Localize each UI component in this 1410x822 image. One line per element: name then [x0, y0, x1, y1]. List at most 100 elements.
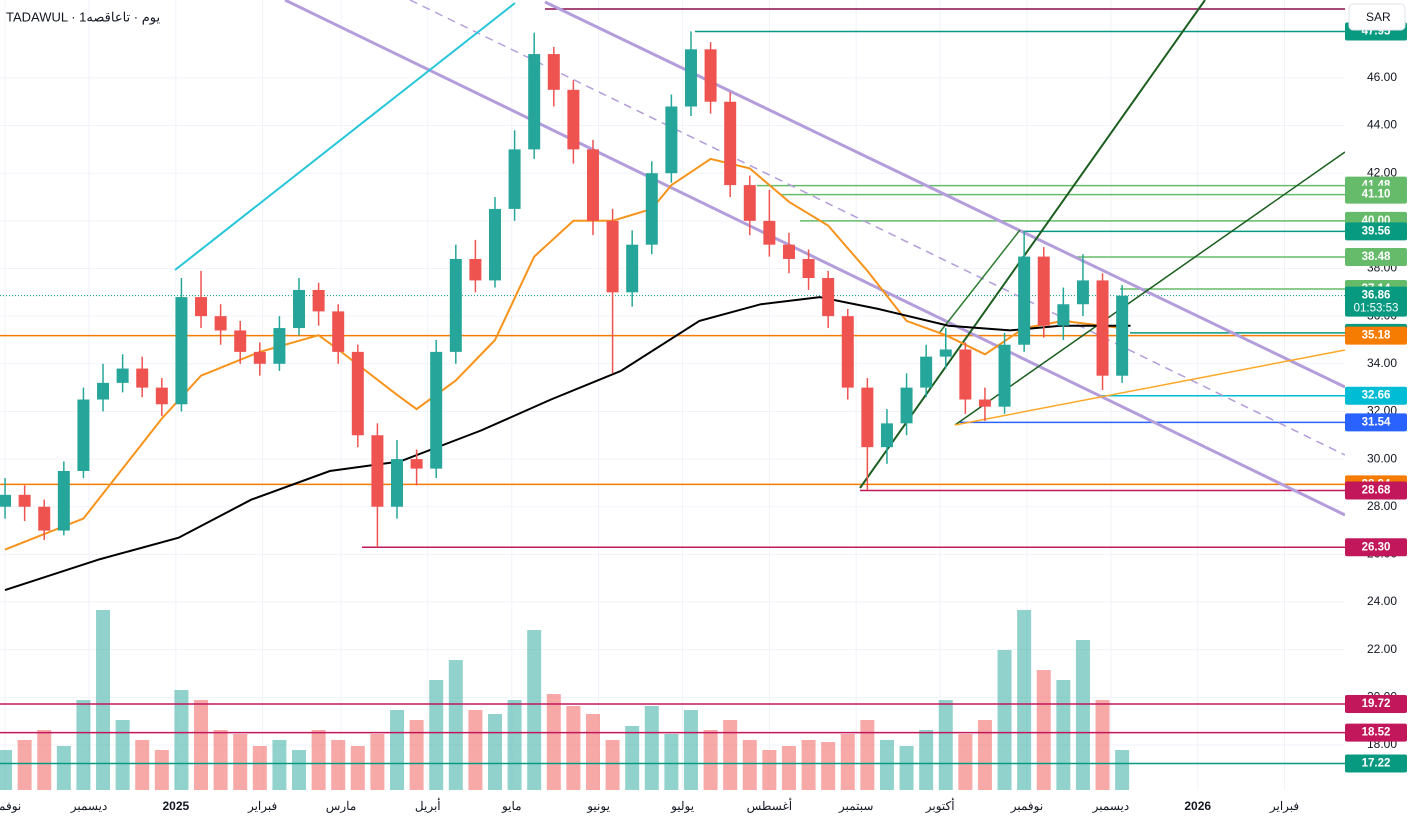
volume-bar	[350, 746, 365, 790]
level-label: 41.10	[1362, 189, 1391, 201]
x-tick-label: يوليو	[670, 799, 694, 813]
volume-bar	[487, 714, 502, 790]
candle-body	[77, 399, 90, 471]
level-label-box	[1345, 222, 1407, 241]
volume-bar	[56, 746, 71, 790]
x-tick-label: يونيو	[586, 799, 610, 813]
level-label-box	[1345, 723, 1407, 742]
candle-body	[469, 258, 482, 281]
volume-bar	[507, 700, 522, 790]
volume-bar	[703, 730, 718, 790]
x-tick-label: 2026	[1184, 799, 1211, 813]
candle-body	[645, 173, 658, 245]
currency[interactable]: SAR	[1366, 10, 1391, 24]
volume-bar	[977, 720, 992, 790]
volume-bar	[76, 700, 91, 790]
candle-body	[293, 289, 306, 329]
candle-body	[175, 297, 188, 405]
candle-body	[195, 297, 208, 317]
level-label: 39.56	[1362, 225, 1391, 237]
volume-bar	[1056, 680, 1071, 790]
volume-bar	[742, 740, 757, 790]
volume-bar	[252, 746, 267, 790]
channel-line	[544, 0, 1346, 389]
x-tick-label: ديسمبر	[70, 799, 108, 813]
candle-body	[155, 387, 168, 405]
candle-body	[939, 349, 952, 357]
volume-bar	[115, 720, 130, 790]
volume-bar	[37, 730, 52, 790]
level-label-box	[1345, 326, 1407, 345]
volume-bar	[546, 694, 561, 790]
volume-bar	[0, 750, 13, 790]
volume-bar	[840, 734, 855, 790]
channel-line	[284, 0, 1346, 517]
volume-bar	[683, 710, 698, 790]
currency-box[interactable]	[1348, 3, 1406, 31]
volume-bar	[213, 730, 228, 790]
volume-bar	[448, 660, 463, 790]
candle-body	[606, 220, 619, 293]
countdown: 01:53:53	[1354, 303, 1399, 315]
x-tick-label: أكتوبر	[925, 798, 955, 813]
candle-body	[136, 368, 149, 388]
volume-bar	[781, 746, 796, 790]
y-tick-label: 28.00	[1367, 499, 1397, 513]
candle-body	[1057, 304, 1070, 326]
volume-bar	[801, 740, 816, 790]
volume-bar	[860, 720, 875, 790]
x-tick-label: نوفمبر	[0, 799, 21, 813]
level-label: 26.30	[1362, 541, 1391, 553]
level-label-box	[1345, 694, 1407, 713]
trend-line	[939, 229, 1021, 333]
x-tick-label: أغسطس	[747, 798, 792, 813]
candle-body	[586, 149, 599, 221]
candle-body	[782, 244, 795, 259]
volume-bar	[879, 740, 894, 790]
candle-body	[1018, 256, 1031, 345]
moving-average	[4, 296, 1131, 592]
volume-bar	[997, 650, 1012, 790]
volume-bar	[233, 734, 248, 790]
level-label-box	[1345, 185, 1407, 204]
volume-bar	[194, 700, 209, 790]
volume-bar	[938, 700, 953, 790]
candle-body	[704, 49, 717, 102]
level-label: 28.68	[1362, 485, 1391, 497]
candle-body	[528, 54, 541, 150]
candle-body	[763, 220, 776, 245]
candle-body	[743, 185, 756, 221]
candle-body	[998, 344, 1011, 407]
volume-bar	[174, 690, 189, 790]
candle-body	[861, 387, 874, 448]
x-tick-label: ديسمبر	[1092, 799, 1130, 813]
candle-body	[900, 387, 913, 424]
candle-body	[1037, 256, 1050, 326]
candle-body	[214, 316, 227, 331]
trend-line	[859, 0, 1206, 489]
volume-bar	[899, 746, 914, 790]
x-tick-label: مايو	[501, 799, 522, 813]
level-label-box	[1345, 754, 1407, 773]
candle-body	[665, 106, 678, 174]
y-tick-label: 30.00	[1367, 451, 1397, 465]
volume-bar	[1095, 700, 1110, 790]
volume-bar	[311, 730, 326, 790]
candle-body	[508, 149, 521, 209]
volume-bar	[429, 680, 444, 790]
candle-body	[273, 328, 286, 364]
y-tick-label: 44.00	[1367, 118, 1397, 132]
volume-bar	[17, 740, 32, 790]
level-label: 47.95	[1362, 25, 1391, 37]
candle-body	[116, 368, 129, 383]
volume-pane	[0, 610, 1130, 790]
x-tick-label: 2025	[162, 799, 189, 813]
volume-bar	[331, 740, 346, 790]
candle-body	[841, 316, 854, 388]
volume-bar	[762, 750, 777, 790]
volume-bar	[605, 740, 620, 790]
volume-bar	[821, 742, 836, 790]
trend-line	[954, 151, 1346, 426]
channel-mid	[409, 0, 1346, 456]
